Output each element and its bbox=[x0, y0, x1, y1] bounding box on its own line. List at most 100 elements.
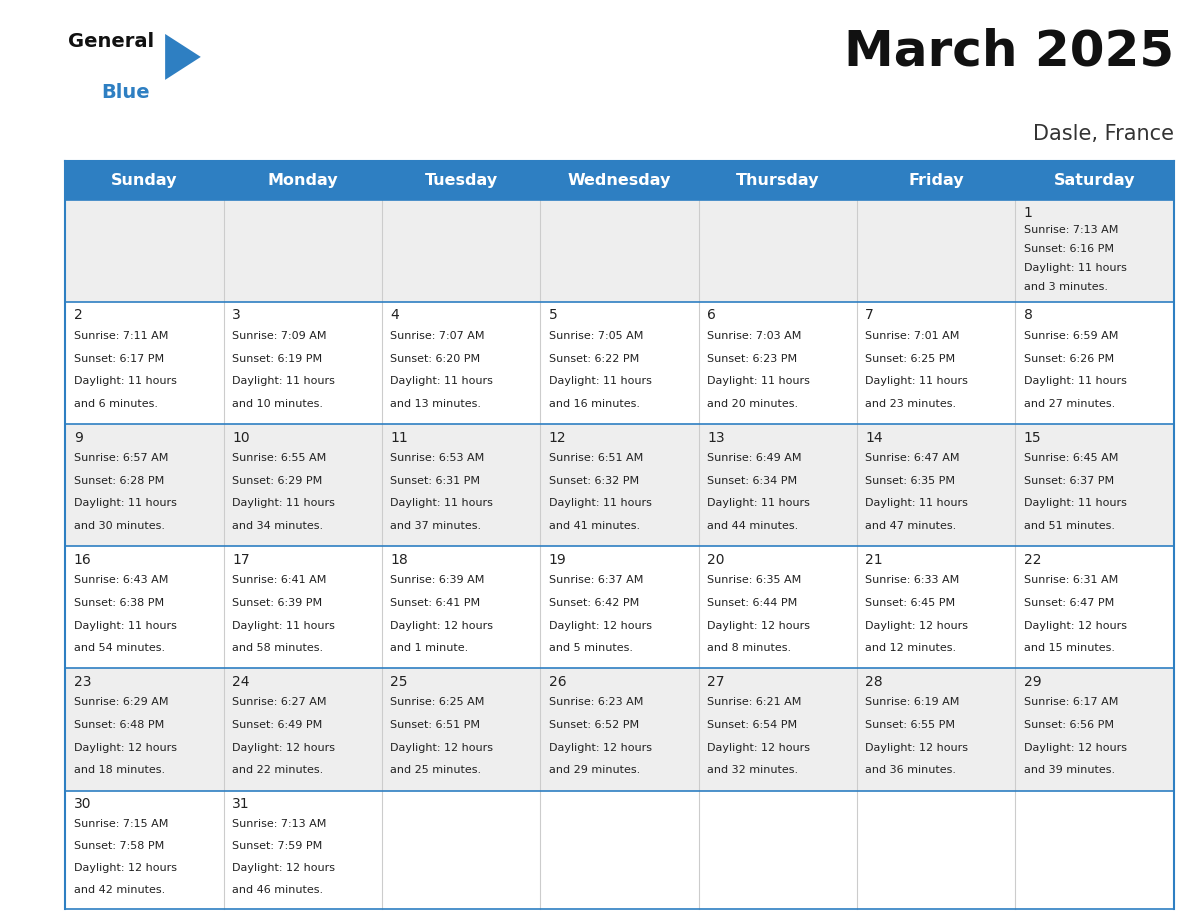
Text: Sunset: 6:45 PM: Sunset: 6:45 PM bbox=[865, 598, 955, 608]
Text: Sunset: 6:17 PM: Sunset: 6:17 PM bbox=[74, 353, 164, 364]
Text: Sunrise: 7:03 AM: Sunrise: 7:03 AM bbox=[707, 331, 802, 341]
Text: and 27 minutes.: and 27 minutes. bbox=[1024, 398, 1116, 409]
Text: Sunset: 6:44 PM: Sunset: 6:44 PM bbox=[707, 598, 797, 608]
Bar bbox=[1016, 668, 1174, 790]
Text: Sunset: 6:19 PM: Sunset: 6:19 PM bbox=[232, 353, 322, 364]
Bar bbox=[857, 668, 1016, 790]
Text: and 3 minutes.: and 3 minutes. bbox=[1024, 282, 1107, 292]
Bar bbox=[223, 424, 383, 546]
Text: Sunset: 6:39 PM: Sunset: 6:39 PM bbox=[232, 598, 322, 608]
Text: and 36 minutes.: and 36 minutes. bbox=[865, 766, 956, 776]
Text: and 5 minutes.: and 5 minutes. bbox=[549, 644, 633, 653]
Text: Sunday: Sunday bbox=[112, 173, 178, 187]
Bar bbox=[223, 199, 383, 302]
Text: and 18 minutes.: and 18 minutes. bbox=[74, 766, 165, 776]
Text: and 54 minutes.: and 54 minutes. bbox=[74, 644, 165, 653]
Text: and 23 minutes.: and 23 minutes. bbox=[865, 398, 956, 409]
Bar bbox=[383, 790, 541, 909]
Text: Daylight: 11 hours: Daylight: 11 hours bbox=[707, 498, 810, 509]
Text: 21: 21 bbox=[865, 553, 883, 566]
Text: Daylight: 12 hours: Daylight: 12 hours bbox=[391, 621, 493, 631]
Text: Sunset: 6:35 PM: Sunset: 6:35 PM bbox=[865, 476, 955, 486]
Text: Sunrise: 6:23 AM: Sunrise: 6:23 AM bbox=[549, 698, 643, 708]
Text: and 10 minutes.: and 10 minutes. bbox=[232, 398, 323, 409]
Text: and 16 minutes.: and 16 minutes. bbox=[549, 398, 639, 409]
Text: Sunset: 6:55 PM: Sunset: 6:55 PM bbox=[865, 720, 955, 730]
Text: Daylight: 11 hours: Daylight: 11 hours bbox=[232, 498, 335, 509]
Text: and 30 minutes.: and 30 minutes. bbox=[74, 521, 165, 531]
Text: and 41 minutes.: and 41 minutes. bbox=[549, 521, 640, 531]
Text: Daylight: 11 hours: Daylight: 11 hours bbox=[232, 376, 335, 386]
Bar bbox=[65, 668, 223, 790]
Text: 18: 18 bbox=[391, 553, 409, 566]
Text: Sunset: 6:16 PM: Sunset: 6:16 PM bbox=[1024, 244, 1113, 254]
Bar bbox=[383, 199, 541, 302]
Text: Daylight: 11 hours: Daylight: 11 hours bbox=[549, 376, 651, 386]
Text: Sunset: 6:34 PM: Sunset: 6:34 PM bbox=[707, 476, 797, 486]
Text: Sunset: 6:41 PM: Sunset: 6:41 PM bbox=[391, 598, 480, 608]
Text: Daylight: 11 hours: Daylight: 11 hours bbox=[865, 376, 968, 386]
Text: Sunset: 6:25 PM: Sunset: 6:25 PM bbox=[865, 353, 955, 364]
Text: and 12 minutes.: and 12 minutes. bbox=[865, 644, 956, 653]
Text: Sunrise: 6:39 AM: Sunrise: 6:39 AM bbox=[391, 576, 485, 586]
Text: Daylight: 12 hours: Daylight: 12 hours bbox=[707, 743, 810, 753]
Text: Sunrise: 6:41 AM: Sunrise: 6:41 AM bbox=[232, 576, 327, 586]
Text: Daylight: 12 hours: Daylight: 12 hours bbox=[549, 743, 652, 753]
Text: Friday: Friday bbox=[909, 173, 963, 187]
Text: Sunrise: 7:13 AM: Sunrise: 7:13 AM bbox=[232, 819, 327, 829]
Text: Sunrise: 6:21 AM: Sunrise: 6:21 AM bbox=[707, 698, 802, 708]
Bar bbox=[857, 790, 1016, 909]
Text: 31: 31 bbox=[232, 797, 249, 811]
Text: Sunset: 6:31 PM: Sunset: 6:31 PM bbox=[391, 476, 480, 486]
Text: Sunrise: 7:01 AM: Sunrise: 7:01 AM bbox=[865, 331, 960, 341]
Text: 6: 6 bbox=[707, 308, 716, 322]
Text: Sunset: 6:51 PM: Sunset: 6:51 PM bbox=[391, 720, 480, 730]
Text: 15: 15 bbox=[1024, 431, 1042, 444]
Text: 29: 29 bbox=[1024, 675, 1042, 688]
Text: March 2025: March 2025 bbox=[843, 28, 1174, 75]
Text: 4: 4 bbox=[391, 308, 399, 322]
Text: Sunset: 6:42 PM: Sunset: 6:42 PM bbox=[549, 598, 639, 608]
Text: 19: 19 bbox=[549, 553, 567, 566]
Text: and 39 minutes.: and 39 minutes. bbox=[1024, 766, 1114, 776]
Text: and 47 minutes.: and 47 minutes. bbox=[865, 521, 956, 531]
Bar bbox=[857, 546, 1016, 668]
Text: Daylight: 11 hours: Daylight: 11 hours bbox=[707, 376, 810, 386]
Bar bbox=[1016, 199, 1174, 302]
Text: Sunrise: 7:05 AM: Sunrise: 7:05 AM bbox=[549, 331, 643, 341]
Text: and 22 minutes.: and 22 minutes. bbox=[232, 766, 323, 776]
Text: Sunrise: 6:17 AM: Sunrise: 6:17 AM bbox=[1024, 698, 1118, 708]
Text: Sunrise: 7:07 AM: Sunrise: 7:07 AM bbox=[391, 331, 485, 341]
Text: 11: 11 bbox=[391, 431, 409, 444]
Text: 5: 5 bbox=[549, 308, 557, 322]
Text: and 6 minutes.: and 6 minutes. bbox=[74, 398, 158, 409]
Text: Sunset: 6:29 PM: Sunset: 6:29 PM bbox=[232, 476, 322, 486]
Bar bbox=[383, 302, 541, 424]
Text: 25: 25 bbox=[391, 675, 407, 688]
Text: and 15 minutes.: and 15 minutes. bbox=[1024, 644, 1114, 653]
Text: Sunrise: 6:55 AM: Sunrise: 6:55 AM bbox=[232, 453, 327, 464]
Text: Sunset: 6:22 PM: Sunset: 6:22 PM bbox=[549, 353, 639, 364]
Text: Sunrise: 6:51 AM: Sunrise: 6:51 AM bbox=[549, 453, 643, 464]
Text: Sunrise: 6:47 AM: Sunrise: 6:47 AM bbox=[865, 453, 960, 464]
Text: and 51 minutes.: and 51 minutes. bbox=[1024, 521, 1114, 531]
Text: 23: 23 bbox=[74, 675, 91, 688]
Text: Dasle, France: Dasle, France bbox=[1032, 124, 1174, 144]
Text: 22: 22 bbox=[1024, 553, 1041, 566]
Text: and 37 minutes.: and 37 minutes. bbox=[391, 521, 481, 531]
Text: Sunset: 6:47 PM: Sunset: 6:47 PM bbox=[1024, 598, 1114, 608]
Text: and 58 minutes.: and 58 minutes. bbox=[232, 644, 323, 653]
Bar bbox=[699, 790, 857, 909]
Bar bbox=[383, 424, 541, 546]
Text: Daylight: 12 hours: Daylight: 12 hours bbox=[707, 621, 810, 631]
Text: 16: 16 bbox=[74, 553, 91, 566]
Text: 8: 8 bbox=[1024, 308, 1032, 322]
Text: Sunset: 6:32 PM: Sunset: 6:32 PM bbox=[549, 476, 639, 486]
Text: Tuesday: Tuesday bbox=[424, 173, 498, 187]
Text: Daylight: 12 hours: Daylight: 12 hours bbox=[391, 743, 493, 753]
Text: Daylight: 11 hours: Daylight: 11 hours bbox=[1024, 498, 1126, 509]
Bar bbox=[699, 199, 857, 302]
Text: Daylight: 11 hours: Daylight: 11 hours bbox=[391, 376, 493, 386]
Text: Sunset: 6:20 PM: Sunset: 6:20 PM bbox=[391, 353, 480, 364]
Text: and 32 minutes.: and 32 minutes. bbox=[707, 766, 798, 776]
